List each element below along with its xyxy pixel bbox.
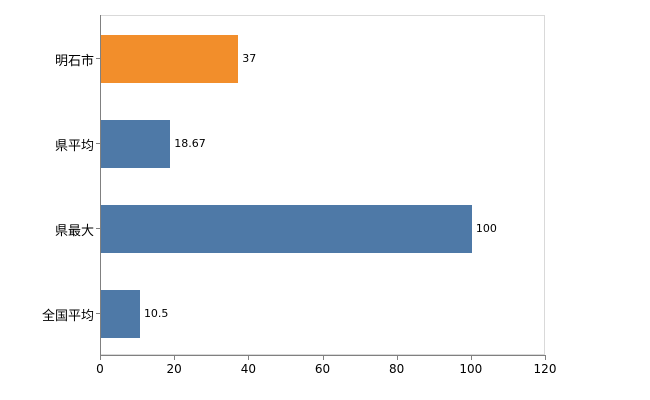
x-axis-line (100, 355, 546, 356)
y-tick-label: 県平均 (54, 138, 94, 154)
y-tick-mark (96, 57, 100, 59)
x-tick-label: 80 (389, 362, 405, 376)
bar-value-label: 100 (475, 221, 497, 235)
x-tick-label: 60 (314, 362, 331, 376)
y-tick-mark (96, 227, 100, 229)
y-tick-label: 全国平均 (41, 308, 94, 324)
x-tick-mark (100, 356, 101, 360)
x-tick-mark (174, 356, 176, 360)
bar-value-label: 37 (242, 51, 257, 65)
x-tick-label: 100 (459, 362, 483, 376)
bar-value-label: 18.67 (174, 136, 206, 150)
x-tick-mark (396, 356, 398, 360)
bar (101, 289, 140, 338)
y-axis-line (100, 15, 101, 356)
x-tick-label: 40 (240, 362, 256, 376)
bar (101, 119, 171, 168)
y-tick-label: 明石市 (54, 53, 94, 69)
x-tick-mark (248, 356, 250, 360)
x-tick-label: 20 (166, 362, 182, 376)
x-tick-mark (322, 356, 324, 360)
plot-area: 37 18.67 100 10.5 (100, 15, 545, 355)
x-tick-label: 0 (96, 362, 104, 376)
x-tick-mark (470, 356, 472, 360)
y-tick-label: 県最大 (54, 223, 94, 239)
bar-value-label: 10.5 (143, 306, 169, 320)
x-tick-mark (545, 356, 546, 360)
bar (101, 204, 472, 253)
y-tick-mark (96, 312, 100, 314)
y-tick-mark (96, 142, 100, 144)
bar (101, 34, 239, 83)
x-tick-label: 120 (533, 362, 557, 376)
